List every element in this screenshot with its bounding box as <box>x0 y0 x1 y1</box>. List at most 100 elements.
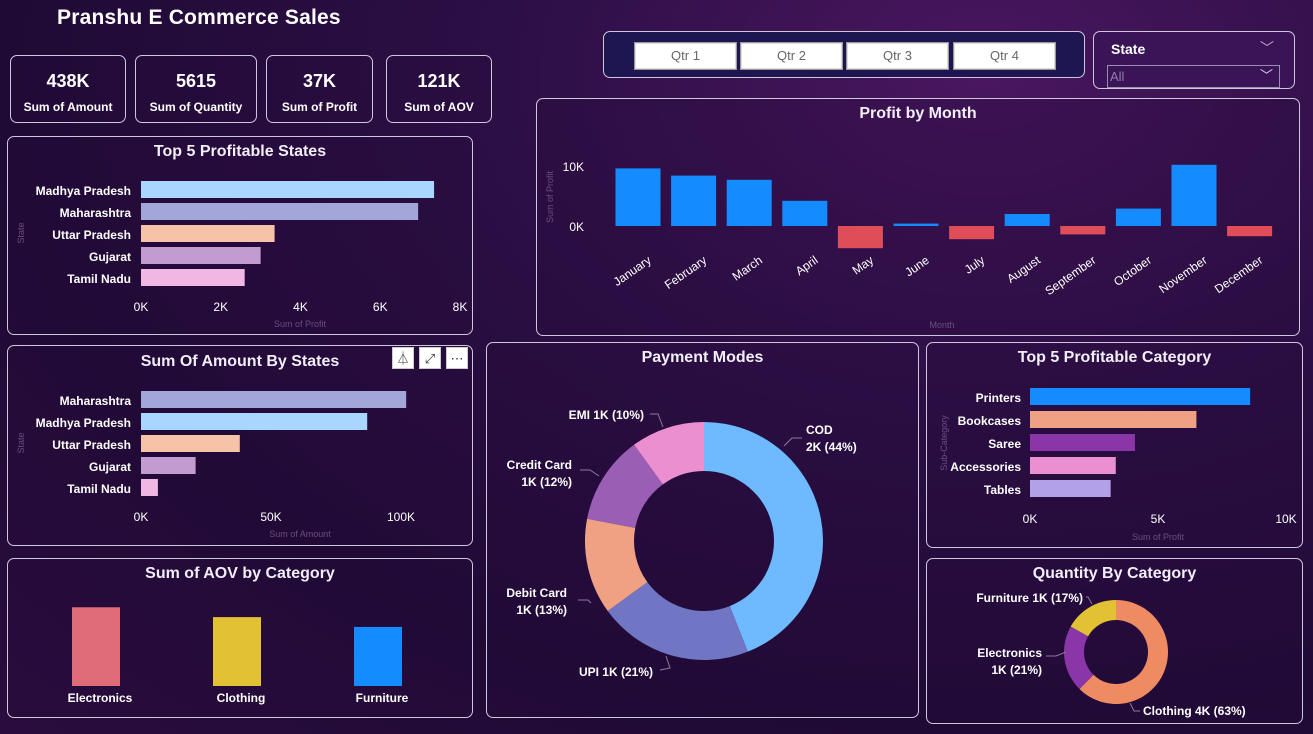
x-tick-label: 4K <box>293 300 308 314</box>
state-dropdown[interactable]: All ﹀ <box>1107 65 1280 88</box>
qtr-2-button[interactable]: Qtr 2 <box>740 42 843 70</box>
x-tick-label-march: March <box>730 253 765 284</box>
kpi-label: Sum of AOV <box>404 100 474 114</box>
bar-gujarat <box>141 247 261 264</box>
bar-bookcases <box>1030 411 1197 428</box>
x-tick-label: 0K <box>134 300 149 314</box>
kpi-label: Sum of Amount <box>23 100 113 114</box>
x-tick-label: 8K <box>453 300 468 314</box>
bar-madhya-pradesh <box>141 181 435 198</box>
state-slicer: State ﹀ All ﹀ <box>1093 31 1295 89</box>
y-axis-title: State <box>16 432 26 453</box>
x-tick-label-august: August <box>1004 253 1043 286</box>
bar-april <box>782 200 828 226</box>
slice-label-emi: EMI 1K (10%) <box>569 408 644 422</box>
slice-label-credit-card: Credit Card <box>507 458 572 472</box>
x-axis-title: Sum of Profit <box>274 319 327 329</box>
kpi-value: 438K <box>46 71 90 91</box>
kpi-card-quantity[interactable]: 5615 Sum of Quantity <box>135 55 257 123</box>
y-tick-label: 10K <box>563 160 584 174</box>
x-axis-title: Sum of Profit <box>1132 532 1185 542</box>
bar-maharashtra <box>141 391 407 408</box>
category-label-accessories: Accessories <box>950 460 1021 474</box>
qtr-1-button[interactable]: Qtr 1 <box>634 42 737 70</box>
chart-title: Sum of AOV by Category <box>145 565 335 582</box>
slice-label-clothing: Clothing 4K (63%) <box>1143 704 1246 718</box>
category-label-furniture: Furniture <box>356 691 409 705</box>
category-label-electronics: Electronics <box>68 691 133 705</box>
x-tick-label-february: February <box>662 253 709 292</box>
x-tick-label: 50K <box>260 510 281 524</box>
category-label-gujarat: Gujarat <box>89 460 131 474</box>
filter-icon[interactable]: ⏃ <box>392 347 414 369</box>
bar-printers <box>1030 388 1251 405</box>
chevron-down-icon[interactable]: ﹀ <box>1260 40 1274 56</box>
category-label-maharashtra: Maharashtra <box>60 394 132 408</box>
x-axis-title: Month <box>929 320 954 330</box>
x-axis-title: Sum of Amount <box>269 529 331 539</box>
y-axis-title: State <box>16 222 26 243</box>
bar-gujarat <box>141 457 196 474</box>
x-tick-label: 5K <box>1151 512 1166 526</box>
category-label-saree: Saree <box>988 437 1021 451</box>
x-tick-label-april: April <box>793 253 821 278</box>
bar-uttar-pradesh <box>141 225 275 242</box>
kpi-label: Sum of Profit <box>281 100 358 114</box>
bar-october <box>1115 208 1161 226</box>
bar-march <box>726 179 772 226</box>
slice-label-cod: COD <box>806 423 833 437</box>
leader-line-cod <box>783 437 802 447</box>
category-label-uttar-pradesh: Uttar Pradesh <box>52 228 131 242</box>
category-label-madhya-pradesh: Madhya Pradesh <box>36 184 131 198</box>
slice-label-electronics: Electronics <box>977 646 1042 660</box>
bar-clothing <box>213 617 261 686</box>
slice-credit-card <box>587 444 663 528</box>
category-label-tamil-nadu: Tamil Nadu <box>67 482 131 496</box>
y-tick-label: 0K <box>569 220 584 234</box>
slice-clothing <box>1079 600 1168 704</box>
chart-title: Payment Modes <box>641 349 764 366</box>
y-axis-title: Sum of Profit <box>545 170 555 223</box>
more-options-icon[interactable]: ⋯ <box>446 347 468 369</box>
category-label-clothing: Clothing <box>217 691 266 705</box>
slice-value-electronics: 1K (21%) <box>991 663 1042 677</box>
slice-value-cod: 2K (44%) <box>806 440 857 454</box>
bar-madhya-pradesh <box>141 413 368 430</box>
category-label-bookcases: Bookcases <box>958 414 1022 428</box>
x-tick-label-december: December <box>1212 253 1265 296</box>
category-label-madhya-pradesh: Madhya Pradesh <box>36 416 131 430</box>
category-label-printers: Printers <box>976 391 1022 405</box>
leader-line-credit-card <box>580 469 600 477</box>
x-tick-label-october: October <box>1111 253 1154 289</box>
qtr-4-button[interactable]: Qtr 4 <box>953 42 1056 70</box>
x-tick-label-september: September <box>1042 253 1098 298</box>
leader-line-furniture <box>1086 596 1093 605</box>
bar-tamil-nadu <box>141 269 245 286</box>
leader-line-clothing <box>1129 702 1140 712</box>
bar-tamil-nadu <box>141 479 158 496</box>
slice-upi <box>607 582 748 660</box>
kpi-card-amount[interactable]: 438K Sum of Amount <box>10 55 126 123</box>
chart-title: Top 5 Profitable Category <box>1017 349 1212 366</box>
quarter-slicer: Qtr 1 Qtr 2 Qtr 3 Qtr 4 <box>603 31 1085 78</box>
bar-saree <box>1030 434 1135 451</box>
slice-value-debit-card: 1K (13%) <box>516 603 567 617</box>
bar-july <box>949 226 995 240</box>
x-tick-label-may: May <box>850 253 877 277</box>
slice-value-credit-card: 1K (12%) <box>521 475 572 489</box>
x-tick-label-january: January <box>611 253 654 289</box>
bar-electronics <box>72 607 120 686</box>
category-label-uttar-pradesh: Uttar Pradesh <box>52 438 131 452</box>
x-tick-label: 100K <box>387 510 415 524</box>
bar-november <box>1171 164 1217 226</box>
leader-line-upi <box>659 655 671 671</box>
category-label-tables: Tables <box>984 483 1021 497</box>
kpi-card-aov[interactable]: 121K Sum of AOV <box>386 55 492 123</box>
bar-june <box>893 223 939 226</box>
qtr-3-button[interactable]: Qtr 3 <box>846 42 949 70</box>
kpi-card-profit[interactable]: 37K Sum of Profit <box>266 55 373 123</box>
dashboard-title: Pranshu E Commerce Sales <box>57 6 341 29</box>
chart-title: Quantity By Category <box>1032 565 1197 582</box>
focus-mode-icon[interactable]: ⤢ <box>419 347 441 369</box>
x-tick-label: 0K <box>1023 512 1038 526</box>
